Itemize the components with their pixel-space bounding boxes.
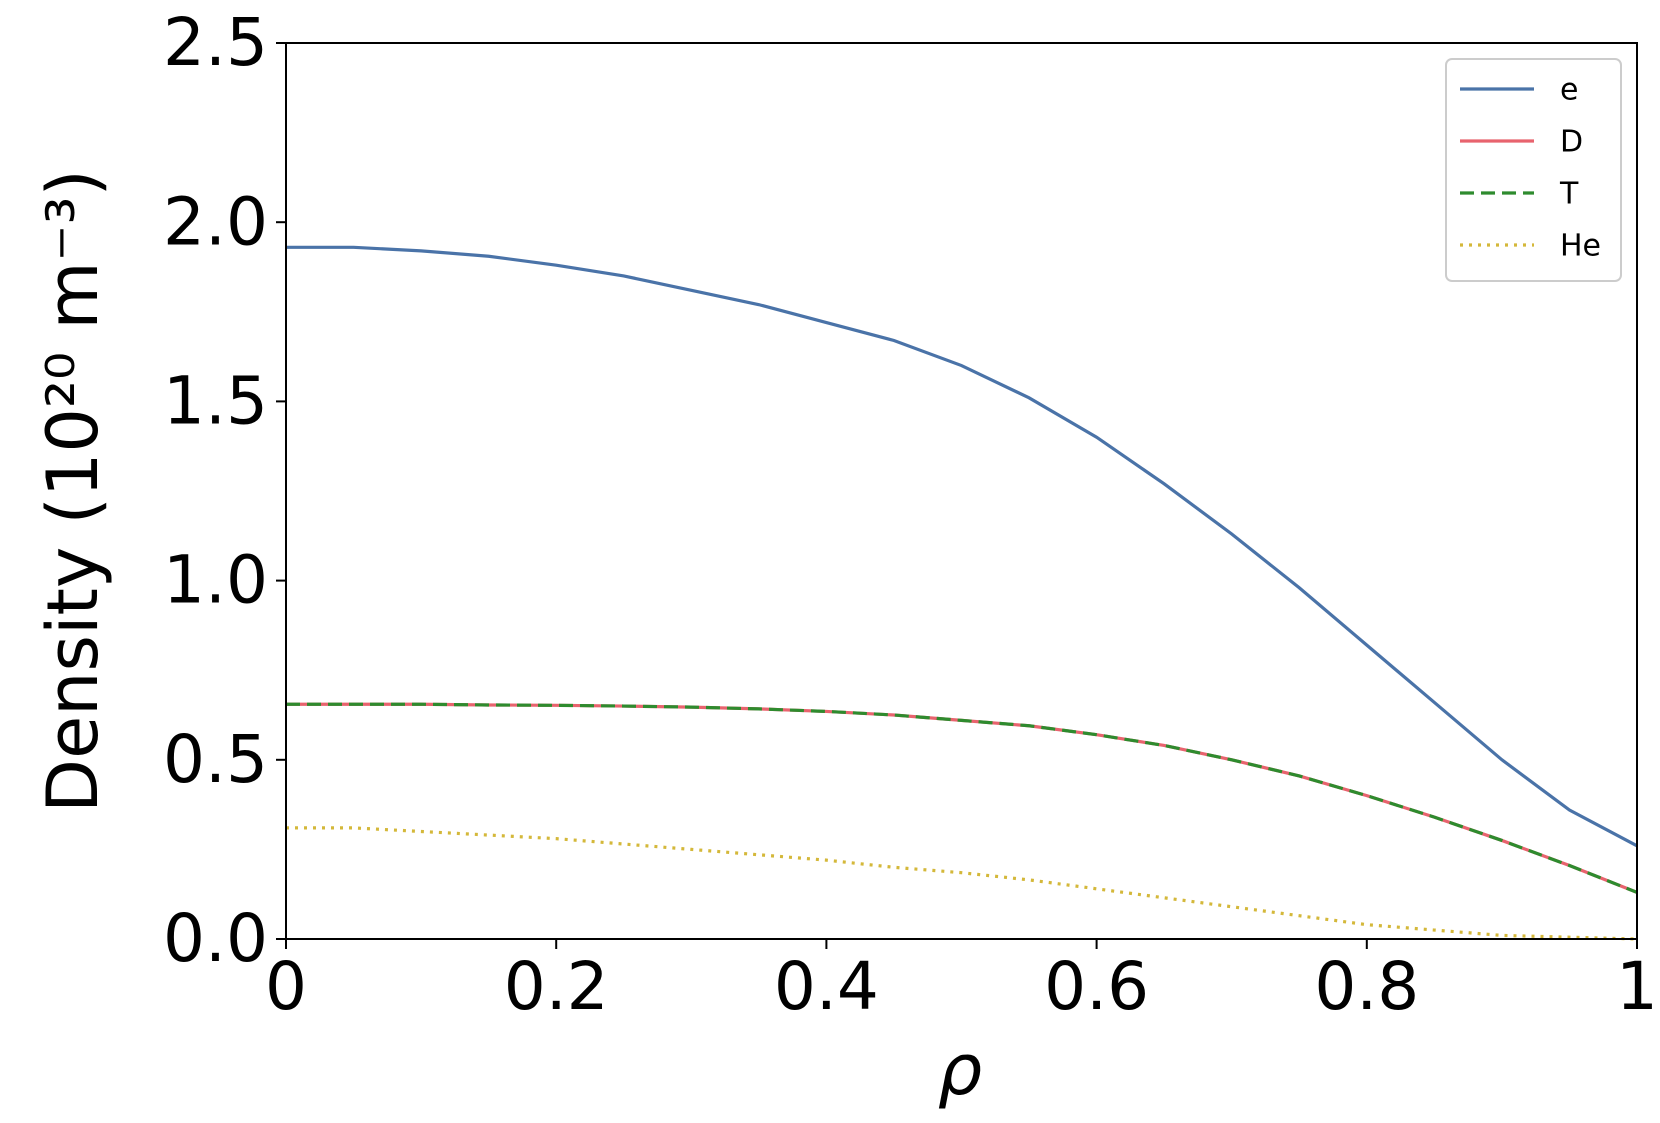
data-line [286,245,1638,848]
data-line [286,826,1638,941]
y-axis-label: Density (10²⁰ m⁻³) [32,169,114,813]
y-tick-label: 1.0 [163,542,268,619]
y-tick-label: 2.0 [163,183,268,260]
x-tick-label: 0.8 [1314,948,1419,1025]
data-line [286,702,1638,894]
legend-label: D [1560,125,1583,160]
x-tick-label: 0.6 [1044,948,1149,1025]
y-tick-label: 1.5 [163,362,268,439]
plot-frame [285,42,1638,940]
x-tick-label: 0.4 [774,948,879,1025]
x-tick-label: 1 [1616,948,1658,1025]
x-tick-label: 0.2 [504,948,609,1025]
legend-label: e [1560,73,1578,108]
legend-label: T [1559,177,1579,212]
y-tick-label: 0.0 [163,900,268,977]
data-line [286,702,1638,894]
legend-label: He [1560,229,1601,264]
legend: eDT He [1445,58,1622,282]
y-tick-label: 0.5 [163,721,268,798]
y-tick-label: 2.5 [163,4,268,81]
x-axis-label: ρ [938,1029,982,1111]
x-tick-label: 0 [265,948,307,1025]
legend-box [1445,58,1622,282]
